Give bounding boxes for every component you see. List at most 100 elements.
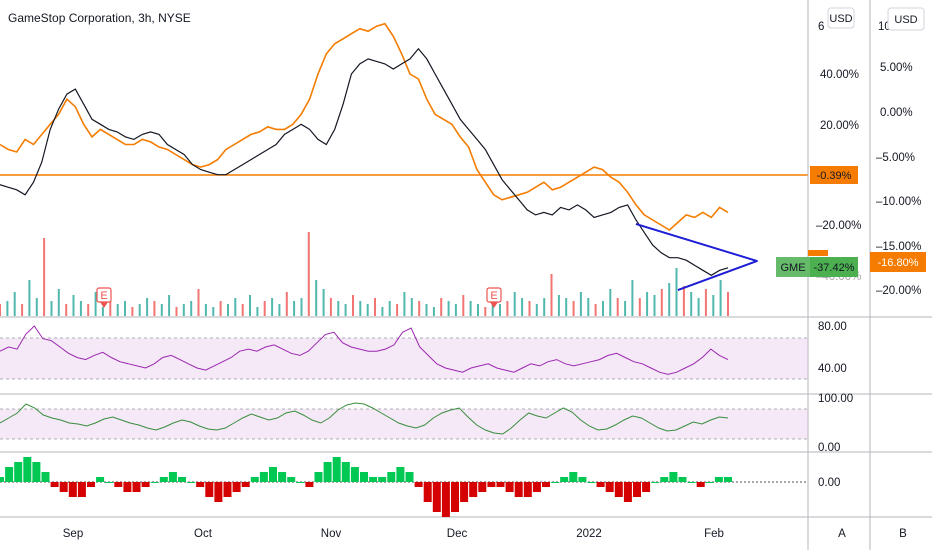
histogram-bar [369, 477, 378, 482]
histogram-bar [660, 477, 669, 482]
scale-b-button[interactable]: B [899, 528, 907, 540]
volume-bar [381, 307, 384, 316]
volume-bar [616, 298, 619, 316]
histogram-bar [642, 482, 651, 492]
volume-bar [631, 280, 634, 316]
volume-bar [550, 274, 553, 316]
gme-percent: -37.42% [814, 262, 855, 274]
stoch-pane [0, 402, 808, 440]
scale-a-button[interactable]: A [838, 528, 846, 540]
histogram-bar [378, 477, 387, 482]
histogram-bar [59, 482, 68, 492]
volume-bar [668, 283, 671, 316]
histogram-bar [205, 482, 214, 497]
x-tick-label: Oct [194, 528, 213, 540]
volume-bar [653, 295, 656, 316]
volume-bar [94, 292, 97, 316]
histogram-bar [105, 482, 114, 483]
volume-bar [21, 304, 24, 316]
histogram-bar [123, 482, 132, 492]
histogram-bar [623, 482, 632, 502]
chart-title: GameStop Corporation, 3h, NYSE [8, 11, 191, 25]
histogram-bar [77, 482, 86, 497]
histogram-bar [432, 482, 441, 512]
histogram-bar [41, 472, 50, 482]
histogram-bar [523, 482, 532, 497]
histogram-bar [241, 482, 250, 487]
histogram-bar [505, 482, 514, 492]
volume-bar [65, 304, 68, 316]
histogram-bar [0, 477, 4, 482]
volume-bar [131, 307, 134, 316]
volume-bar [72, 295, 75, 316]
volume-bar [285, 292, 288, 316]
left-price-scale[interactable]: 6 40.00% 20.00% –20.00% –40.00% [816, 21, 861, 283]
volume-bar [293, 301, 296, 316]
stoch-band [0, 409, 808, 439]
comparison-series-line [0, 22, 729, 231]
volume-bar [241, 304, 244, 316]
volume-bar [602, 301, 604, 316]
volume-bar [565, 298, 568, 316]
right-scale-currency-button[interactable]: USD [887, 7, 925, 31]
histogram-bar [469, 482, 478, 497]
earnings-marker-1[interactable]: E [96, 287, 112, 308]
volume-bar [660, 289, 663, 316]
volume-bar [572, 301, 575, 316]
volume-bar [344, 304, 347, 316]
volume-bar [410, 298, 413, 316]
histogram-bar [159, 477, 168, 482]
histogram-bar [278, 472, 287, 482]
volume-bar [263, 301, 266, 316]
volume-bar [352, 295, 354, 316]
histogram-bar [560, 477, 569, 482]
volume-bar [138, 304, 141, 316]
volume-bar [219, 301, 222, 316]
volume-bar [153, 301, 156, 316]
histogram-bar [250, 477, 259, 482]
left-scale-currency-button[interactable]: USD [827, 7, 855, 29]
currency-label: USD [894, 14, 917, 26]
right-tick-label: –5.00% [876, 152, 915, 164]
volume-bar [79, 301, 82, 316]
volume-bar [374, 298, 376, 316]
gme-price-label: GME -37.42% [776, 257, 858, 277]
earnings-marker-2[interactable]: E [486, 287, 502, 308]
right-price-scale[interactable]: 10 5.00% 0.00% –5.00% –10.00% –15.00% –2… [876, 21, 921, 297]
triangle-lower-edge[interactable] [677, 260, 758, 291]
histogram-bar [414, 482, 423, 487]
volume-bar [484, 307, 487, 316]
histogram-bar [305, 482, 314, 487]
volume-bar [719, 280, 722, 316]
volume-bar [403, 292, 406, 316]
histogram-bar [605, 482, 614, 492]
volume-bar [388, 301, 391, 316]
histogram-bar [633, 482, 641, 497]
volume-bar [440, 298, 443, 316]
histogram-bar [423, 482, 432, 502]
scale-partial-top: 6 [818, 21, 824, 33]
volume-bar [579, 292, 582, 316]
volume-bar [521, 298, 524, 316]
right-tick-label: –10.00% [876, 196, 921, 208]
triangle-upper-edge[interactable] [635, 223, 758, 262]
volume-bar [190, 301, 193, 316]
volume-bar [690, 292, 693, 316]
earnings-label: E [100, 290, 107, 302]
volume-bar [87, 304, 90, 316]
histogram-bar [96, 477, 105, 482]
horizontal-line-label: -0.39% [810, 166, 858, 184]
rsi-tick-label: 80.00 [818, 321, 847, 333]
histogram-bar [460, 482, 469, 502]
time-axis[interactable]: Sep Oct Nov Dec 2022 Feb [63, 528, 724, 540]
histogram-bar [5, 467, 14, 482]
histogram-bar [87, 482, 95, 487]
histogram-bar [614, 482, 623, 497]
volume-bar [704, 289, 707, 316]
histogram-bar [14, 462, 23, 482]
triangle-drawing[interactable] [635, 223, 758, 291]
triangle-shape[interactable] [635, 223, 758, 291]
volume-bar [697, 298, 700, 316]
volume-bar [727, 292, 729, 316]
hist-tick-label: 0.00 [818, 477, 840, 489]
